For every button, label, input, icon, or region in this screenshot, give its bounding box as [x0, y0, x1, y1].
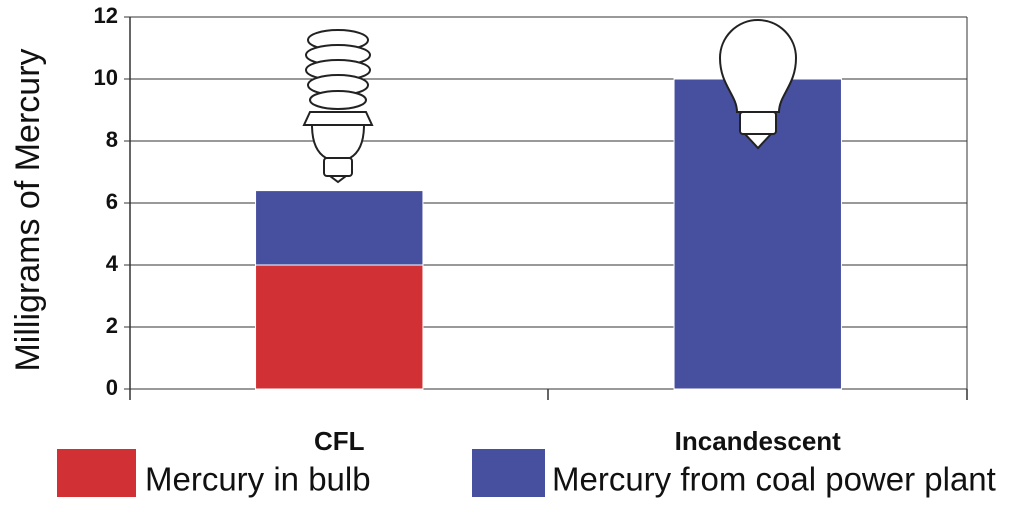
bar-segment — [256, 191, 423, 265]
bar-segment — [256, 265, 423, 389]
y-tick-label: 8 — [106, 127, 118, 152]
x-tick-label: CFL — [314, 426, 365, 456]
y-tick-label: 12 — [94, 3, 118, 28]
legend-label: Mercury from coal power plant — [552, 461, 996, 498]
y-tick-label: 6 — [106, 189, 118, 214]
x-tick-label: Incandescent — [675, 426, 842, 456]
legend-swatch — [57, 449, 136, 497]
chart: Milligrams of Mercury 0 2 4 6 8 10 12 CFL Incand… — [0, 0, 1027, 505]
page: Milligrams of Mercury 0 2 4 6 8 10 12 CFL Incand… — [0, 0, 1027, 505]
cfl-icon — [304, 30, 372, 182]
y-tick-label: 4 — [106, 251, 119, 276]
y-tick-label: 2 — [106, 313, 118, 338]
y-tick-label: 10 — [94, 65, 118, 90]
legend-label: Mercury in bulb — [145, 461, 371, 498]
y-tick-label: 0 — [106, 375, 118, 400]
y-axis-label: Milligrams of Mercury — [9, 48, 47, 371]
legend-swatch — [472, 449, 545, 497]
x-axis — [130, 389, 967, 400]
